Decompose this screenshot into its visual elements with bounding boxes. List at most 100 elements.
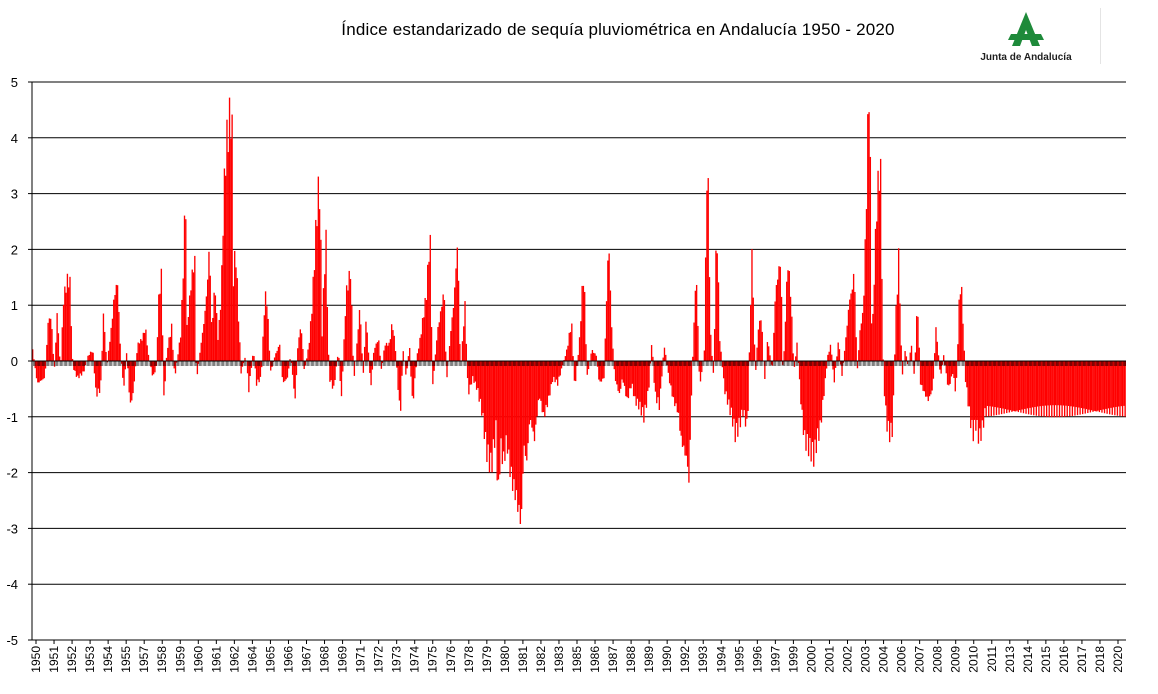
- bar: [604, 338, 606, 361]
- bar: [484, 361, 487, 432]
- bar: [1033, 361, 1035, 416]
- bar: [137, 342, 139, 361]
- bar: [649, 361, 651, 364]
- bar: [887, 361, 890, 421]
- bar: [1015, 361, 1017, 412]
- bar: [146, 345, 148, 361]
- bar: [466, 361, 469, 379]
- x-tick-label: 2006: [895, 646, 909, 673]
- bar: [333, 361, 335, 386]
- x-tick-label: 1951: [47, 646, 61, 673]
- bar: [303, 361, 305, 370]
- bar: [120, 361, 123, 364]
- bar: [1091, 361, 1093, 411]
- bar: [822, 361, 824, 400]
- bar: [196, 361, 199, 375]
- bar: [891, 361, 893, 438]
- bar: [182, 278, 184, 361]
- bar: [1022, 361, 1025, 414]
- bar: [297, 348, 299, 361]
- bar: [819, 361, 821, 421]
- bar: [694, 290, 697, 361]
- bar: [475, 361, 478, 390]
- bar: [1048, 361, 1050, 418]
- bar: [855, 337, 857, 361]
- bar: [349, 278, 352, 361]
- bar: [564, 356, 567, 361]
- bar: [927, 361, 929, 402]
- bar: [376, 342, 379, 361]
- bar: [988, 361, 990, 417]
- bar: [421, 318, 424, 361]
- bar: [109, 341, 111, 361]
- bar: [756, 347, 758, 361]
- bar: [680, 361, 682, 436]
- bar: [501, 361, 504, 465]
- bar: [1118, 361, 1120, 407]
- bar: [420, 334, 422, 361]
- bar: [549, 361, 551, 396]
- bar: [1069, 361, 1071, 417]
- bar: [468, 361, 470, 395]
- bar: [44, 361, 47, 369]
- bar: [986, 361, 989, 406]
- bar: [97, 361, 99, 389]
- bar: [155, 361, 157, 366]
- bar: [1076, 361, 1079, 416]
- bar: [909, 352, 911, 361]
- bar: [531, 361, 533, 428]
- bar: [486, 361, 488, 463]
- x-tick-label: 1983: [552, 646, 566, 673]
- x-tick-label: 1968: [318, 646, 332, 673]
- bar: [163, 361, 165, 396]
- bar: [1084, 361, 1086, 414]
- bar: [343, 339, 345, 361]
- bar: [326, 306, 329, 361]
- bar: [257, 361, 259, 380]
- bar: [760, 320, 762, 361]
- bar: [914, 352, 917, 361]
- bar: [596, 361, 599, 367]
- bar: [282, 361, 285, 383]
- bar: [699, 361, 702, 382]
- x-tick-label: 2013: [1003, 646, 1017, 673]
- bar: [952, 361, 954, 375]
- bar: [455, 268, 457, 361]
- bar: [854, 291, 856, 361]
- bar: [629, 361, 631, 389]
- bar: [1009, 361, 1012, 411]
- bar: [661, 361, 663, 377]
- y-tick-label: 1: [11, 298, 18, 313]
- bar: [340, 361, 343, 397]
- bar: [454, 287, 456, 361]
- x-tick-label: 1950: [29, 646, 43, 673]
- bar: [518, 361, 520, 505]
- bar: [469, 361, 471, 385]
- bar: [744, 361, 747, 427]
- bar: [918, 347, 920, 361]
- bar: [769, 355, 771, 361]
- bar: [1047, 361, 1049, 406]
- bar: [733, 361, 735, 419]
- bar: [627, 361, 630, 399]
- bar: [863, 295, 865, 361]
- bar: [88, 354, 90, 361]
- bar: [943, 355, 945, 361]
- bar: [922, 361, 924, 391]
- bar: [1070, 361, 1072, 407]
- bar: [313, 270, 316, 361]
- bar: [445, 351, 447, 361]
- bar: [334, 361, 336, 380]
- x-tick-label: 1971: [354, 646, 368, 673]
- bar: [1103, 361, 1106, 414]
- bar: [253, 356, 255, 361]
- bar: [353, 361, 356, 376]
- x-tick-label: 1995: [732, 646, 746, 673]
- bar: [1053, 361, 1056, 418]
- bar: [267, 318, 269, 361]
- bar: [483, 361, 486, 440]
- bar: [176, 361, 178, 363]
- bar: [277, 346, 280, 361]
- bar: [446, 361, 448, 378]
